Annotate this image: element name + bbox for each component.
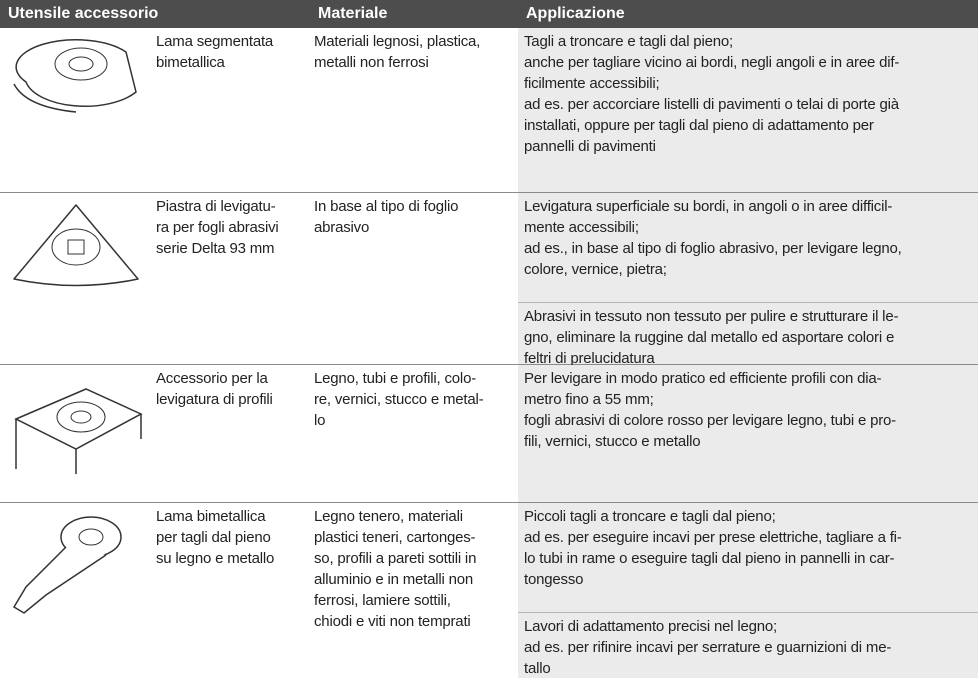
material: Materiali legnosi, plastica, metalli non … [310,28,518,192]
text-line: ad es. per eseguire incavi per prese ele… [524,529,902,546]
text-line: Tagli a troncare e tagli dal pieno; [524,33,733,50]
application: Piccoli tagli a troncare e tagli dal pie… [518,503,978,678]
text-line: Lama bimetallica [156,508,266,525]
tool-name: Lama bimetallica per tagli dal pieno su le… [152,503,310,678]
text-line: ficilmente accessibili; [524,75,660,92]
text-line: Accessorio per la [156,370,268,387]
text-line: re, vernici, stucco e metal- [314,391,484,408]
application: Per levigare in modo pratico ed efficien… [518,365,978,502]
application: Levigatura superficiale su bordi, in ang… [518,193,978,367]
text-line: abrasivo [314,219,370,236]
text-line: colore, vernice, pietra; [524,261,667,278]
text-line: fogli abrasivi di colore rosso per levig… [524,412,896,429]
text-line: Lavori di adattamento precisi nel legno; [524,618,777,635]
text-line: metalli non ferrosi [314,54,429,71]
header-cell: Utensile accessorio [8,5,159,22]
text-line: Legno tenero, materiali [314,508,463,525]
paragraph: Levigatura superficiale su bordi, in ang… [518,193,978,302]
table-header: Utensile accessorio Materiale Applicazio… [0,0,978,28]
text-line: so, profili a pareti sottili in [314,550,477,567]
text-line: plastici teneri, cartonges- [314,529,476,546]
paragraph: Abrasivi in tessuto non tessuto per puli… [518,302,978,373]
text-line: Abrasivi in tessuto non tessuto per puli… [524,308,899,325]
text-line: tongesso [524,571,584,588]
text-line: In base al tipo di foglio [314,198,459,215]
tool-image [0,503,152,678]
text-line: mente accessibili; [524,219,639,236]
table-row: Accessorio per la levigatura di profili L… [0,365,978,503]
text-line: tallo [524,660,551,677]
text-line: bimetallica [156,54,225,71]
text-line: lo [314,412,326,429]
text-line: ad es. per rifinire incavi per serrature… [524,639,892,656]
text-line: Piastra di levigatu- [156,198,276,215]
tool-name: Accessorio per la levigatura di profili [152,365,310,502]
text-line: gno, eliminare la ruggine dal metallo ed… [524,329,895,346]
tool-image [0,365,152,502]
text-line: installati, oppure per tagli dal pieno d… [524,117,874,134]
text-line: serie Delta 93 mm [156,240,275,257]
text-line: ra per fogli abrasivi [156,219,279,236]
text-line: fili, vernici, stucco e metallo [524,433,701,450]
table-row: Piastra di levigatu-ra per fogli abrasiv… [0,193,978,367]
paragraph: Lavori di adattamento precisi nel legno;… [518,612,978,683]
material: In base al tipo di foglio abrasivo [310,193,518,364]
application: Tagli a troncare e tagli dal pieno; anche… [518,28,978,192]
text-line: Materiali legnosi, plastica, [314,33,481,50]
paragraph: Per levigare in modo pratico ed efficien… [518,365,978,456]
text-line: Per levigare in modo pratico ed efficien… [524,370,882,387]
paragraph: Tagli a troncare e tagli dal pieno; anche… [518,28,978,161]
text-line: Levigatura superficiale su bordi, in ang… [524,198,893,215]
header-cell: Materiale [318,5,388,22]
text-line: per tagli dal pieno [156,529,271,546]
tool-name: Lama segmentata bimetallica [152,28,310,192]
text-line: lo tubi in rame o eseguire tagli dal pie… [524,550,895,567]
text-line: ad es., in base al tipo di foglio abrasi… [524,240,902,257]
material: Legno, tubi e profili, colo-re, vernici,… [310,365,518,502]
material: Legno tenero, materiali plastici teneri, … [310,503,518,678]
table-row: Lama segmentata bimetallica Materiali leg… [0,28,978,193]
text-line: ferrosi, lamiere sottili, [314,592,451,609]
text-line: chiodi e viti non temprati [314,613,471,630]
text-line: pannelli di pavimenti [524,138,656,155]
paragraph: Piccoli tagli a troncare e tagli dal pie… [518,503,978,612]
tool-image [0,193,152,364]
text-line: levigatura di profili [156,391,273,408]
text-line: metro fino a 55 mm; [524,391,654,408]
table-row: Lama bimetallica per tagli dal pieno su le… [0,503,978,678]
text-line: su legno e metallo [156,550,275,567]
text-line: Lama segmentata [156,33,274,50]
tool-image [0,28,152,192]
tool-name: Piastra di levigatu-ra per fogli abrasiv… [152,193,310,364]
text-line: Piccoli tagli a troncare e tagli dal pie… [524,508,776,525]
text-line: anche per tagliare vicino ai bordi, negl… [524,54,900,71]
text-line: feltri di prelucidatura [524,350,655,367]
text-line: Legno, tubi e profili, colo- [314,370,477,387]
text-line: ad es. per accorciare listelli di pavime… [524,96,899,113]
text-line: alluminio e in metalli non [314,571,474,588]
header-cell: Applicazione [526,5,625,22]
